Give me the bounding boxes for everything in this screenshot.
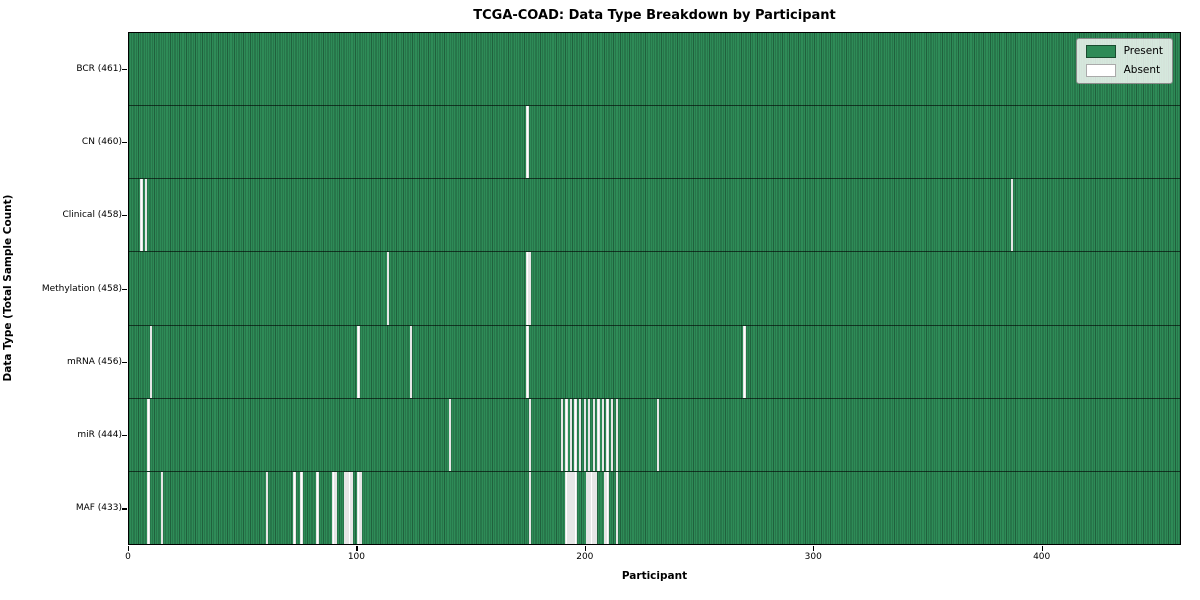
heatmap-row-maf bbox=[129, 471, 1180, 544]
absent-mark bbox=[293, 471, 296, 544]
absent-mark bbox=[526, 325, 529, 398]
ytick-label-maf: MAF (433) bbox=[75, 503, 122, 514]
ytick-label-mir: miR (444) bbox=[77, 430, 122, 441]
ytick-mark bbox=[122, 288, 127, 290]
ytick-mark bbox=[122, 361, 127, 363]
absent-mark bbox=[357, 325, 360, 398]
ytick-label-mrna: mRNA (456) bbox=[67, 356, 122, 367]
legend-present-label: Present bbox=[1123, 45, 1163, 57]
absent-mark bbox=[615, 398, 618, 471]
xtick-label-200: 200 bbox=[576, 552, 594, 562]
absent-mark bbox=[345, 471, 349, 544]
absent-mark bbox=[604, 471, 607, 544]
absent-mark bbox=[140, 179, 143, 252]
absent-mark bbox=[300, 471, 303, 544]
absent-mark bbox=[567, 471, 570, 544]
absent-mark bbox=[334, 471, 337, 544]
heatmap-row-clinical bbox=[129, 179, 1180, 253]
absent-mark bbox=[448, 398, 452, 471]
xtick-mark bbox=[813, 546, 815, 551]
absent-mark bbox=[560, 398, 563, 471]
absent-mark bbox=[588, 471, 591, 544]
absent-mark bbox=[409, 325, 413, 398]
absent-mark bbox=[332, 471, 335, 544]
absent-mark bbox=[526, 252, 529, 325]
xtick-mark bbox=[1041, 546, 1043, 551]
absent-mark bbox=[160, 471, 164, 544]
absent-mark bbox=[359, 471, 362, 544]
ytick-mark bbox=[122, 435, 127, 437]
xtick-mark bbox=[584, 546, 587, 551]
xtick-label-0: 0 bbox=[125, 552, 131, 562]
ytick-mark bbox=[122, 68, 127, 70]
heatmap-row-mrna bbox=[129, 325, 1180, 399]
absent-swatch-icon bbox=[1085, 64, 1116, 77]
present-swatch-icon bbox=[1085, 45, 1116, 58]
legend: Present Absent bbox=[1075, 38, 1173, 84]
absent-mark bbox=[574, 471, 577, 544]
xtick-label-400: 400 bbox=[1033, 552, 1051, 562]
absent-mark bbox=[606, 398, 609, 471]
ytick-label-clinical: Clinical (458) bbox=[62, 210, 122, 221]
absent-mark bbox=[572, 471, 575, 544]
heatmap-row-cn bbox=[129, 106, 1180, 180]
absent-mark bbox=[592, 471, 595, 544]
absent-mark bbox=[147, 398, 150, 471]
absent-mark bbox=[266, 471, 269, 544]
legend-item-present: Present bbox=[1085, 45, 1163, 58]
ytick-label-bcr: BCR (461) bbox=[76, 63, 122, 74]
xtick-label-100: 100 bbox=[347, 552, 365, 562]
ytick-mark bbox=[122, 215, 127, 217]
ytick-label-cn: CN (460) bbox=[81, 136, 122, 147]
absent-mark bbox=[606, 471, 609, 544]
absent-mark bbox=[1010, 179, 1013, 252]
absent-mark bbox=[357, 471, 360, 544]
absent-mark bbox=[578, 398, 582, 471]
legend-absent-label: Absent bbox=[1123, 64, 1161, 76]
heatmap-row-bcr bbox=[129, 33, 1180, 107]
heatmap-row-mir bbox=[129, 398, 1180, 472]
absent-mark bbox=[348, 471, 351, 544]
absent-mark bbox=[144, 179, 148, 252]
xtick-mark bbox=[128, 546, 130, 551]
absent-mark bbox=[601, 398, 605, 471]
absent-mark bbox=[574, 398, 577, 471]
absent-mark bbox=[528, 398, 531, 471]
absent-mark bbox=[528, 471, 531, 544]
absent-mark bbox=[387, 252, 390, 325]
x-axis-label: Participant bbox=[621, 570, 688, 582]
absent-mark bbox=[597, 398, 600, 471]
absent-mark bbox=[592, 398, 595, 471]
absent-mark bbox=[565, 398, 568, 471]
absent-mark bbox=[343, 471, 346, 544]
chart-title: TCGA-COAD: Data Type Breakdown by Partic… bbox=[473, 8, 836, 23]
ytick-mark bbox=[122, 508, 127, 510]
ytick-mark bbox=[122, 141, 127, 144]
absent-mark bbox=[569, 398, 573, 471]
absent-mark bbox=[588, 398, 591, 471]
legend-item-absent: Absent bbox=[1085, 64, 1163, 77]
absent-mark bbox=[528, 252, 531, 325]
absent-mark bbox=[526, 106, 529, 179]
plot-area: Present Absent bbox=[128, 32, 1181, 545]
absent-mark bbox=[350, 471, 353, 544]
absent-mark bbox=[583, 398, 586, 471]
absent-mark bbox=[585, 471, 589, 544]
absent-mark bbox=[565, 471, 568, 544]
absent-mark bbox=[615, 471, 618, 544]
absent-mark bbox=[610, 398, 614, 471]
xtick-mark bbox=[356, 546, 358, 551]
xtick-label-300: 300 bbox=[804, 552, 822, 562]
heatmap-row-methylation bbox=[129, 252, 1180, 326]
ytick-label-methylation: Methylation (458) bbox=[41, 283, 122, 294]
absent-mark bbox=[147, 471, 150, 544]
absent-mark bbox=[316, 471, 319, 544]
absent-mark bbox=[569, 471, 573, 544]
absent-mark bbox=[149, 325, 152, 398]
absent-mark bbox=[590, 471, 593, 544]
absent-mark bbox=[656, 398, 659, 471]
absent-mark bbox=[594, 471, 598, 544]
absent-mark bbox=[743, 325, 746, 398]
